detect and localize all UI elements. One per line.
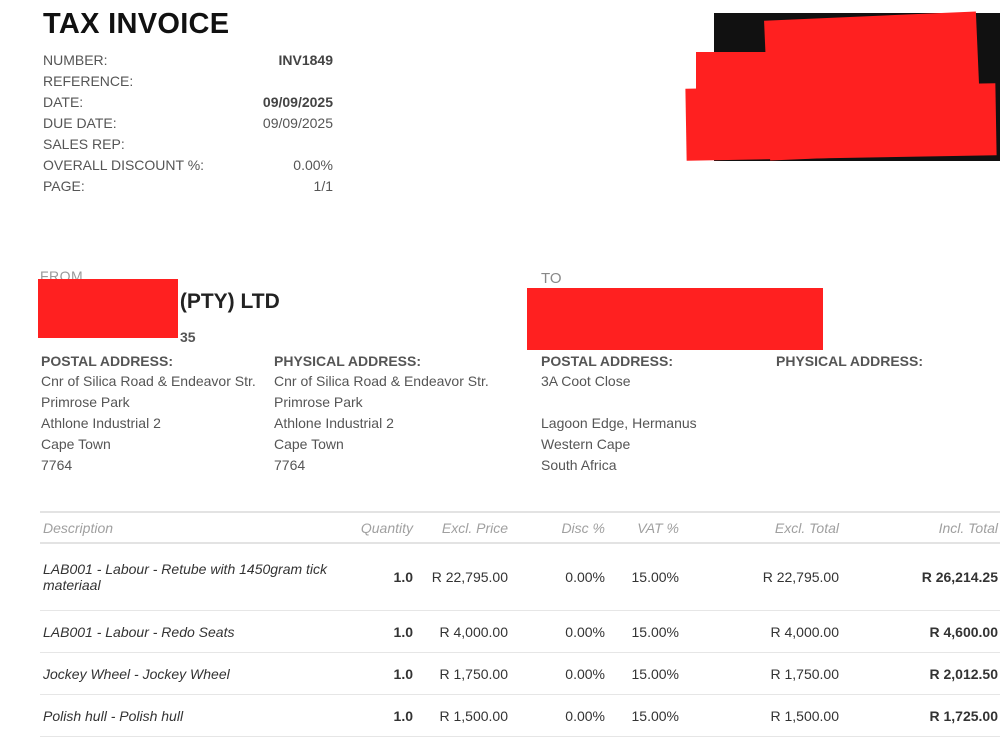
meta-label: SALES REP: — [43, 136, 125, 152]
row-description: LAB001 - Labour - Redo Seats — [43, 623, 235, 640]
address-line: 7764 — [41, 457, 73, 473]
row-quantity: 1.0 — [393, 665, 413, 682]
address-line: Western Cape — [541, 436, 631, 452]
row-incl-total: R 26,214.25 — [921, 569, 998, 585]
table-row: Jockey Wheel - Jockey Wheel 1.0 R 1,750.… — [40, 653, 1000, 695]
meta-row-discount: OVERALL DISCOUNT %: 0.00% — [43, 155, 333, 176]
meta-label: DATE: — [43, 94, 84, 110]
row-vat: 15.00% — [631, 569, 679, 585]
line-items-table: Description Quantity Excl. Price Disc % … — [40, 511, 1000, 737]
row-excl-total: R 1,500.00 — [770, 707, 840, 724]
meta-label: REFERENCE: — [43, 73, 134, 89]
row-incl-total: R 1,725.00 — [929, 707, 999, 724]
row-description: LAB001 - Labour - Retube with 1450gram t… — [43, 561, 328, 593]
meta-value: 1/1 — [313, 178, 333, 194]
row-excl-price: R 1,500.00 — [439, 707, 509, 724]
column-header-vat: VAT % — [637, 519, 679, 536]
address-line: Athlone Industrial 2 — [274, 415, 394, 431]
column-header-quantity: Quantity — [360, 519, 413, 536]
from-physical-address: Cnr of Silica Road & Endeavor Str. Primr… — [274, 372, 489, 474]
meta-row-number: NUMBER: INV1849 — [43, 50, 333, 71]
logo-redaction — [685, 83, 997, 161]
table-row: LAB001 - Labour - Retube with 1450gram t… — [40, 544, 1000, 611]
row-excl-price: R 4,000.00 — [439, 623, 509, 640]
row-disc: 0.00% — [565, 569, 605, 585]
row-excl-price: R 1,750.00 — [439, 665, 509, 682]
to-physical-heading: PHYSICAL ADDRESS: — [776, 353, 924, 369]
row-vat: 15.00% — [631, 623, 679, 640]
table-row: Polish hull - Polish hull 1.0 R 1,500.00… — [40, 695, 1000, 737]
to-postal-address: 3A Coot Close Lagoon Edge, Hermanus West… — [541, 372, 756, 474]
row-quantity: 1.0 — [393, 623, 413, 640]
meta-row-sales-rep: SALES REP: — [43, 134, 333, 155]
address-line: Primrose Park — [41, 394, 130, 410]
column-header-disc: Disc % — [561, 519, 605, 536]
column-header-description: Description — [43, 519, 114, 536]
row-disc: 0.00% — [565, 707, 605, 724]
row-vat: 15.00% — [631, 707, 679, 724]
address-line: 3A Coot Close — [541, 373, 631, 389]
address-line: Lagoon Edge, Hermanus — [541, 415, 697, 431]
from-company-name: E (PTY) LTD — [160, 290, 280, 313]
address-line: South Africa — [541, 457, 617, 473]
meta-row-page: PAGE: 1/1 — [43, 176, 333, 197]
from-postal-heading: POSTAL ADDRESS: — [41, 353, 173, 369]
row-disc: 0.00% — [565, 623, 605, 640]
address-line: Cnr of Silica Road & Endeavor Str. — [274, 373, 489, 389]
table-row: LAB001 - Labour - Redo Seats 1.0 R 4,000… — [40, 611, 1000, 653]
row-disc: 0.00% — [565, 665, 605, 682]
meta-row-due-date: DUE DATE: 09/09/2025 — [43, 113, 333, 134]
row-incl-total: R 4,600.00 — [929, 623, 999, 640]
meta-label: NUMBER: — [43, 52, 108, 68]
address-line — [541, 393, 756, 411]
address-line: Cape Town — [274, 436, 344, 452]
to-postal-heading: POSTAL ADDRESS: — [541, 353, 673, 369]
address-line: Athlone Industrial 2 — [41, 415, 161, 431]
meta-value: 0.00% — [293, 157, 333, 173]
address-line: Cape Town — [41, 436, 111, 452]
invoice-title: TAX INVOICE — [43, 8, 230, 40]
row-excl-total: R 4,000.00 — [770, 623, 840, 640]
row-quantity: 1.0 — [393, 707, 413, 724]
row-excl-total: R 22,795.00 — [762, 569, 839, 585]
meta-row-reference: REFERENCE: — [43, 71, 333, 92]
row-vat: 15.00% — [631, 665, 679, 682]
column-header-incl-total: Incl. Total — [938, 519, 998, 536]
address-line: Cnr of Silica Road & Endeavor Str. — [41, 373, 256, 389]
meta-value: INV1849 — [278, 52, 333, 68]
from-name-redaction — [38, 279, 178, 338]
from-postal-address: Cnr of Silica Road & Endeavor Str. Primr… — [41, 372, 256, 474]
from-vat-number: 35 — [180, 329, 196, 345]
meta-label: DUE DATE: — [43, 115, 117, 131]
row-description: Polish hull - Polish hull — [43, 707, 184, 724]
from-physical-heading: PHYSICAL ADDRESS: — [274, 353, 422, 369]
table-header: Description Quantity Excl. Price Disc % … — [40, 511, 1000, 544]
column-header-excl-price: Excl. Price — [441, 519, 508, 536]
column-header-excl-total: Excl. Total — [774, 519, 839, 536]
invoice-meta: NUMBER: INV1849 REFERENCE: DATE: 09/09/202… — [43, 50, 333, 197]
row-quantity: 1.0 — [393, 569, 413, 585]
meta-value: 09/09/2025 — [262, 115, 333, 131]
meta-label: PAGE: — [43, 178, 85, 194]
meta-value: 09/09/2025 — [262, 94, 333, 110]
to-label: TO — [541, 270, 562, 287]
to-name-redaction — [527, 288, 823, 350]
address-line: Primrose Park — [274, 394, 363, 410]
row-incl-total: R 2,012.50 — [929, 665, 999, 682]
row-description: Jockey Wheel - Jockey Wheel — [43, 665, 230, 682]
row-excl-total: R 1,750.00 — [770, 665, 840, 682]
row-excl-price: R 22,795.00 — [431, 569, 508, 585]
meta-row-date: DATE: 09/09/2025 — [43, 92, 333, 113]
address-line: 7764 — [274, 457, 306, 473]
meta-label: OVERALL DISCOUNT %: — [43, 157, 205, 173]
